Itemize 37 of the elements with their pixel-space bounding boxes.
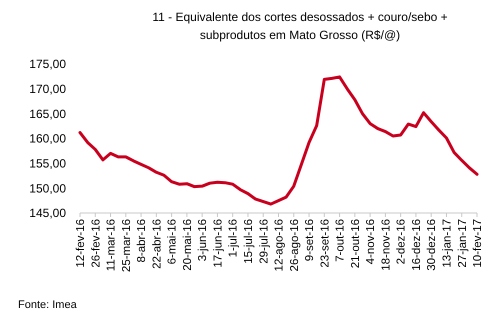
line-series	[78, 75, 478, 206]
x-tick-label: 13-jan-17	[441, 219, 454, 268]
x-tick-label: 4-nov-16	[365, 219, 378, 264]
y-tick-label: 175,00	[29, 57, 66, 72]
x-tick-label: 12-fev-16	[75, 219, 88, 268]
x-tick-label: 8-abr-16	[136, 219, 148, 262]
y-tick-label: 150,00	[29, 181, 66, 196]
x-tick-label: 7-out-16	[334, 219, 347, 262]
x-tick-label: 29-jul-16	[258, 219, 270, 264]
x-tick-label: 23-set-16	[319, 219, 332, 268]
y-tick-label: 155,00	[29, 156, 66, 171]
y-tick-label: 160,00	[29, 132, 66, 146]
x-tick-label: 21-out-16	[350, 219, 362, 268]
chart-title: 11 - Equivalente dos cortes desossados + couro/sebo + subprodutos em Mato Grosso (R$/@)	[152, 10, 448, 42]
x-tick-label: 30-dez-16	[426, 219, 438, 271]
x-tick-label: 10-fev-17	[472, 219, 484, 268]
y-tick-label: 145,00	[29, 206, 66, 220]
y-tick-label: 165,00	[29, 106, 66, 121]
x-tick-label: 2-dez-16	[396, 219, 408, 264]
x-tick-label: 1-jul-16	[228, 219, 240, 258]
x-tick-label: 20-mai-16	[182, 219, 194, 271]
x-tick-label: 22-abr-16	[151, 219, 164, 269]
x-tick-label: 26-fev-16	[90, 219, 102, 268]
source-note: Fonte: Imea	[18, 299, 78, 311]
x-tick-label: 3-jun-16	[197, 219, 210, 262]
x-tick-label: 18-nov-16	[380, 219, 392, 271]
x-tick-label: 6-mai-16	[166, 219, 179, 264]
x-tick-label: 25-mar-16	[120, 219, 133, 272]
x-tick-label: 11-mar-16	[106, 219, 118, 272]
y-tick-label: 170,00	[29, 82, 66, 96]
x-tick-label: 17-jun-16	[212, 219, 224, 268]
x-tick-label: 26-ago-16	[288, 219, 301, 272]
x-tick-label: 27-jan-17	[456, 219, 469, 268]
x-tick-label: 16-dez-16	[410, 219, 423, 271]
x-tick-label: 12-ago-16	[274, 219, 286, 272]
x-tick-label: 9-set-16	[304, 219, 316, 262]
x-tick-label: 15-jul-16	[242, 219, 255, 264]
